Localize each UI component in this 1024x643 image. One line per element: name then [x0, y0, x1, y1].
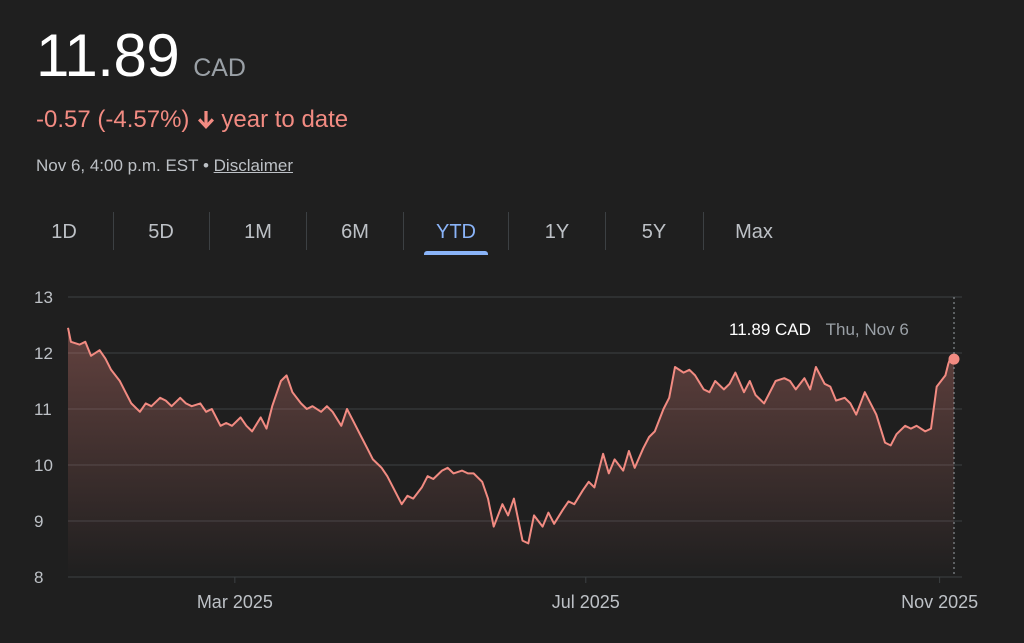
tab-label: Max: [735, 221, 773, 243]
tab-label: YTD: [436, 221, 476, 243]
tab-label: 5Y: [641, 221, 667, 243]
tooltip-value: 11.89 CAD: [729, 320, 811, 339]
active-tab-indicator: [424, 251, 488, 255]
tab-divider: [403, 212, 404, 250]
tab-divider: [209, 212, 210, 250]
y-tick-label: 9: [34, 512, 43, 531]
tab-6m[interactable]: 6M: [307, 212, 403, 252]
chart-marker: [948, 297, 960, 577]
tab-1d[interactable]: 1D: [16, 212, 112, 252]
tab-divider: [605, 212, 606, 250]
chart-tooltip: 11.89 CAD Thu, Nov 6: [717, 312, 921, 348]
time-range-tabs: 1D 5D 1M 6M YTD 1Y 5Y Max: [16, 212, 816, 262]
y-tick-label: 13: [34, 288, 53, 307]
tab-1y[interactable]: 1Y: [509, 212, 605, 252]
y-tick-label: 12: [34, 344, 53, 363]
y-tick-label: 11: [34, 400, 52, 419]
current-price: 11.89: [36, 22, 180, 89]
tab-divider: [113, 212, 114, 250]
quote-timestamp: Nov 6, 4:00 p.m. EST: [36, 156, 199, 175]
price-header: 11.89 CAD: [36, 26, 246, 86]
tab-5y[interactable]: 5Y: [606, 212, 702, 252]
tab-divider: [703, 212, 704, 250]
tab-max[interactable]: Max: [704, 212, 804, 252]
tab-label: 1M: [244, 221, 272, 243]
arrow-down-icon: [198, 111, 215, 129]
price-area-fill: [68, 327, 954, 577]
tooltip-date: Thu, Nov 6: [825, 320, 909, 339]
y-tick-label: 8: [34, 568, 43, 587]
disclaimer-link[interactable]: Disclaimer: [213, 156, 293, 175]
x-tick-label: Jul 2025: [552, 592, 620, 612]
tab-ytd[interactable]: YTD: [404, 212, 508, 255]
x-tick-label: Nov 2025: [901, 592, 978, 612]
tab-5d[interactable]: 5D: [113, 212, 209, 252]
tab-label: 1Y: [544, 221, 570, 243]
meta-separator: •: [202, 156, 209, 175]
tab-label: 6M: [341, 221, 369, 243]
tab-label: 1D: [51, 221, 77, 243]
tab-divider: [306, 212, 307, 250]
quote-meta: Nov 6, 4:00 p.m. EST • Disclaimer: [36, 156, 293, 176]
tab-label: 5D: [148, 221, 174, 243]
last-point-marker: [948, 353, 960, 365]
price-change: -0.57 (-4.57%) year to date: [36, 106, 348, 134]
chart-area: [67, 327, 955, 577]
change-period: year to date: [221, 106, 349, 133]
x-tick-label: Mar 2025: [197, 592, 273, 612]
change-amount: -0.57 (-4.57%): [36, 106, 190, 133]
tab-1m[interactable]: 1M: [210, 212, 306, 252]
price-line: [67, 327, 955, 545]
y-tick-label: 10: [34, 456, 53, 475]
tab-divider: [508, 212, 509, 250]
price-currency: CAD: [193, 54, 246, 82]
chart-axis-labels: 8 9 10 11 12 13 Mar 2025 Jul 2025 Nov 2025: [34, 288, 978, 612]
